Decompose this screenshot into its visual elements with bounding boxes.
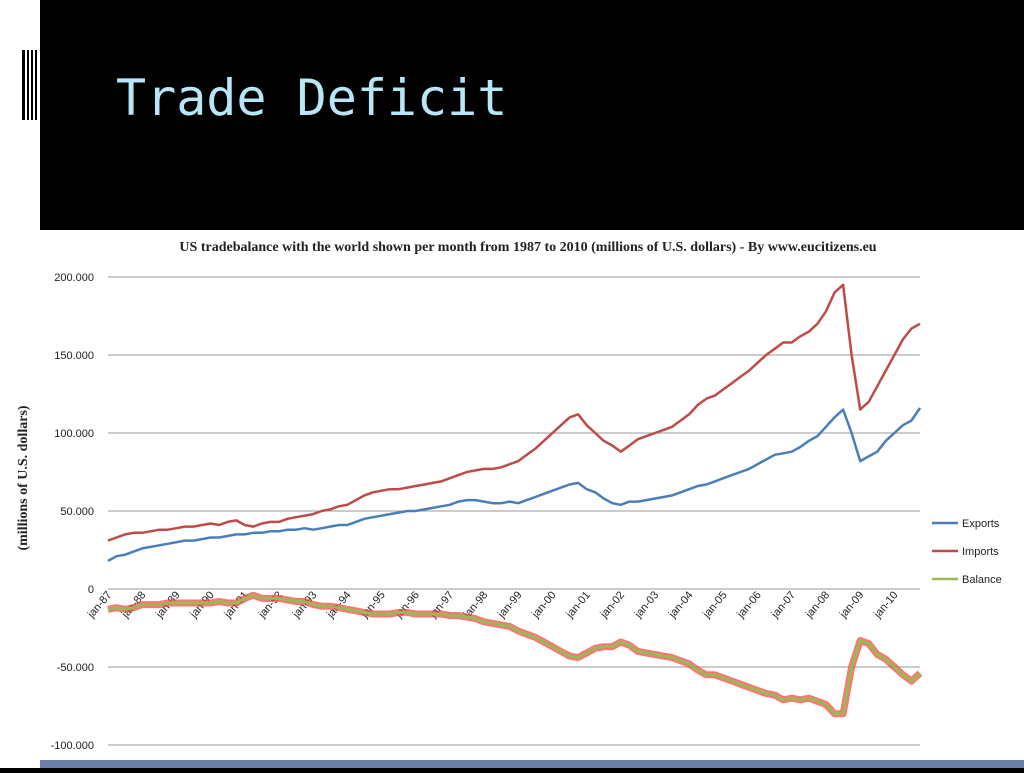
- bottom-bar: [40, 760, 1024, 768]
- slide-title: Trade Deficit: [116, 69, 507, 127]
- y-tick-label: 100.000: [54, 428, 94, 440]
- y-tick-label: 0: [88, 584, 94, 596]
- chart-title: US tradebalance with the world shown per…: [179, 240, 876, 255]
- y-tick-label: -50.000: [57, 662, 94, 674]
- legend-label: Balance: [962, 574, 1002, 586]
- chart-area: [40, 230, 1016, 760]
- y-tick-label: -100.000: [51, 740, 94, 752]
- decor-bars: [22, 50, 37, 120]
- right-strip: [1016, 230, 1024, 760]
- legend-label: Imports: [962, 546, 999, 558]
- left-strip: [0, 0, 40, 768]
- y-tick-label: 150.000: [54, 350, 94, 362]
- y-axis-label: (millions of U.S. dollars): [16, 405, 31, 550]
- series-line: [107, 593, 922, 716]
- legend-label: Exports: [962, 518, 1000, 530]
- y-tick-label: 50.000: [60, 506, 94, 518]
- series-line: [107, 283, 921, 542]
- y-tick-label: 200.000: [54, 272, 94, 284]
- series-line: [107, 407, 922, 562]
